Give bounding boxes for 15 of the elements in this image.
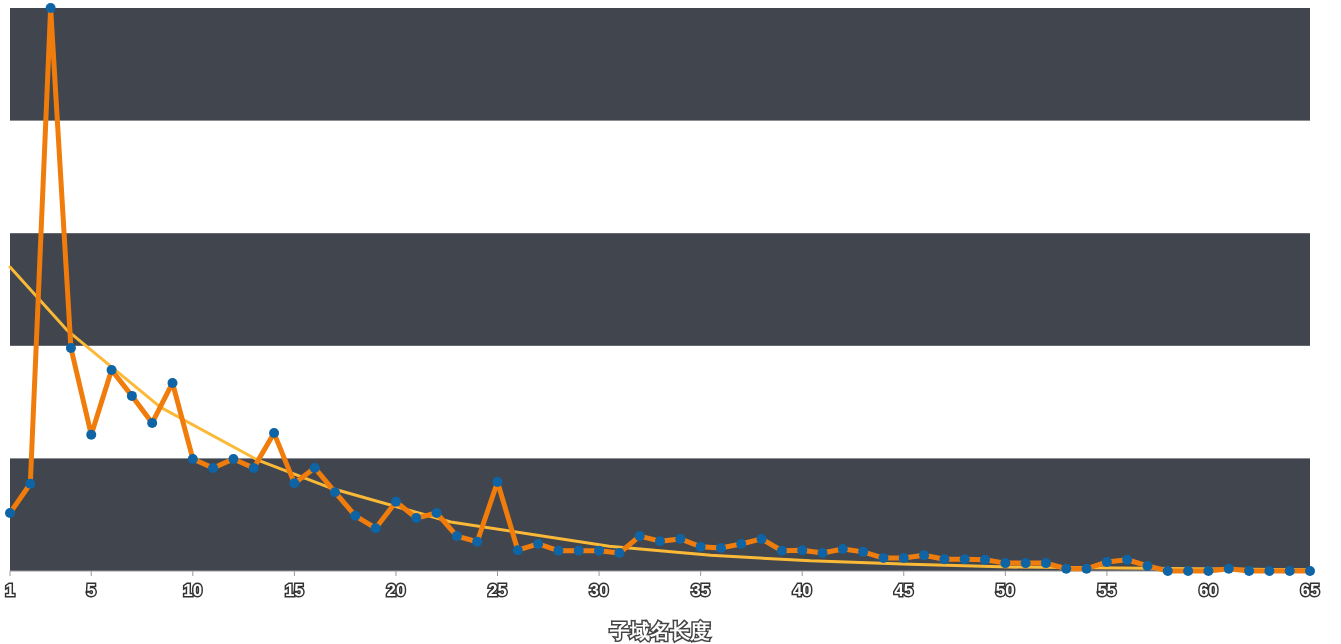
x-tick-label: 30 (589, 581, 609, 600)
x-tick-label: 1 (5, 581, 15, 600)
x-tick-label: 40 (792, 581, 812, 600)
x-tick-label: 15 (284, 581, 304, 600)
x-tick-label: 5 (86, 581, 96, 600)
x-tick-label: 35 (691, 581, 711, 600)
x-axis-title: 子域名长度 (609, 620, 710, 642)
x-tick-label: 60 (1198, 581, 1218, 600)
x-tick-label: 65 (1300, 581, 1320, 600)
x-tick-label: 45 (894, 581, 914, 600)
x-tick-label: 50 (995, 581, 1015, 600)
x-tick-label: 25 (488, 581, 507, 600)
x-tick-label: 20 (386, 581, 406, 600)
x-tick-label: 55 (1097, 581, 1117, 600)
x-tick-label: 10 (183, 581, 203, 600)
